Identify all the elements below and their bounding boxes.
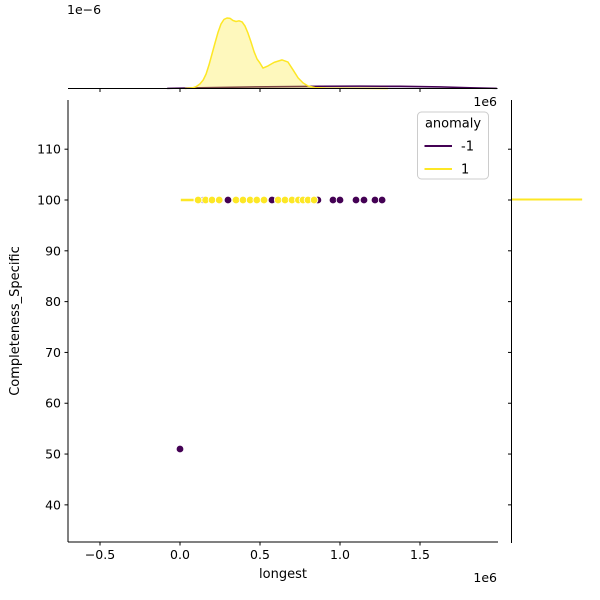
y-axis-ticks: 110 100 90 80 70 60 50 40 xyxy=(37,142,68,512)
scatter-point-anomaly-1 xyxy=(193,195,203,205)
y-axis-label: Completeness_Specific xyxy=(8,246,23,396)
legend-label-anomaly-neg: -1 xyxy=(461,140,474,155)
top-marginal-kde-curves xyxy=(167,17,497,90)
y-tick-label: 50 xyxy=(45,447,61,462)
legend: anomaly -1 1 xyxy=(417,111,489,180)
kde-top-line-1 xyxy=(184,17,389,90)
top-marginal-x-offset-text: 1e6 xyxy=(473,94,497,109)
kde-top-fill-1 xyxy=(184,18,388,89)
scatter-point-anomaly--1 xyxy=(370,195,380,205)
x-tick-label: 1.0 xyxy=(330,547,350,562)
y-tick-label: 70 xyxy=(45,345,61,360)
scatter-point-anomaly-1 xyxy=(238,195,248,205)
x-tick-label: 1.5 xyxy=(410,547,430,562)
scatter-point-anomaly-1 xyxy=(252,195,261,205)
x-tick-label: 0.5 xyxy=(250,547,270,562)
top-marginal-axes: 1e−6 1e6 xyxy=(67,2,498,109)
x-tick-label: −0.5 xyxy=(85,547,115,562)
scatter-point-anomaly--1 xyxy=(351,195,361,205)
legend-title: anomaly xyxy=(425,117,481,132)
scatter-points xyxy=(175,195,387,454)
x-axis-label: longest xyxy=(259,567,307,582)
y-tick-label: 60 xyxy=(45,396,61,411)
main-axes: −0.5 0.0 0.5 1.0 1.5 110 100 90 80 70 60 50 40 long… xyxy=(8,100,498,585)
top-marginal-x-ticks xyxy=(99,88,421,92)
legend-box xyxy=(417,111,489,180)
y-tick-label: 80 xyxy=(45,294,61,309)
scatter-point-anomaly--1 xyxy=(335,195,345,205)
y-tick-label: 90 xyxy=(45,243,61,258)
scatter-point-anomaly-1 xyxy=(231,195,241,205)
scatter-point-anomaly-1 xyxy=(214,195,224,205)
kde-top-line--1 xyxy=(167,85,497,90)
legend-label-anomaly-pos: 1 xyxy=(461,163,469,178)
scatter-point-anomaly-1 xyxy=(259,195,269,205)
right-marginal-y-ticks xyxy=(508,148,512,506)
y-tick-label: 100 xyxy=(37,193,61,208)
right-marginal-axes xyxy=(508,100,583,543)
scatter-point-anomaly-1 xyxy=(309,195,319,205)
scatter-point-anomaly-1 xyxy=(273,195,283,205)
scatter-point-anomaly--1 xyxy=(328,195,338,205)
scatter-point-anomaly--1 xyxy=(175,444,185,454)
x-tick-label: 0.0 xyxy=(170,547,190,562)
x-axis-offset-text: 1e6 xyxy=(473,570,497,585)
top-marginal-y-offset-text: 1e−6 xyxy=(67,2,101,17)
y-tick-label: 40 xyxy=(45,497,61,512)
scatter-point-anomaly-1 xyxy=(280,195,290,205)
scatter-point-anomaly--1 xyxy=(223,195,233,205)
scatter-point-anomaly-1 xyxy=(207,195,217,205)
scatter-point-anomaly--1 xyxy=(377,195,387,205)
x-axis-ticks: −0.5 0.0 0.5 1.0 1.5 xyxy=(85,542,430,562)
scatter-point-anomaly--1 xyxy=(359,195,369,205)
y-tick-label: 110 xyxy=(37,142,61,157)
